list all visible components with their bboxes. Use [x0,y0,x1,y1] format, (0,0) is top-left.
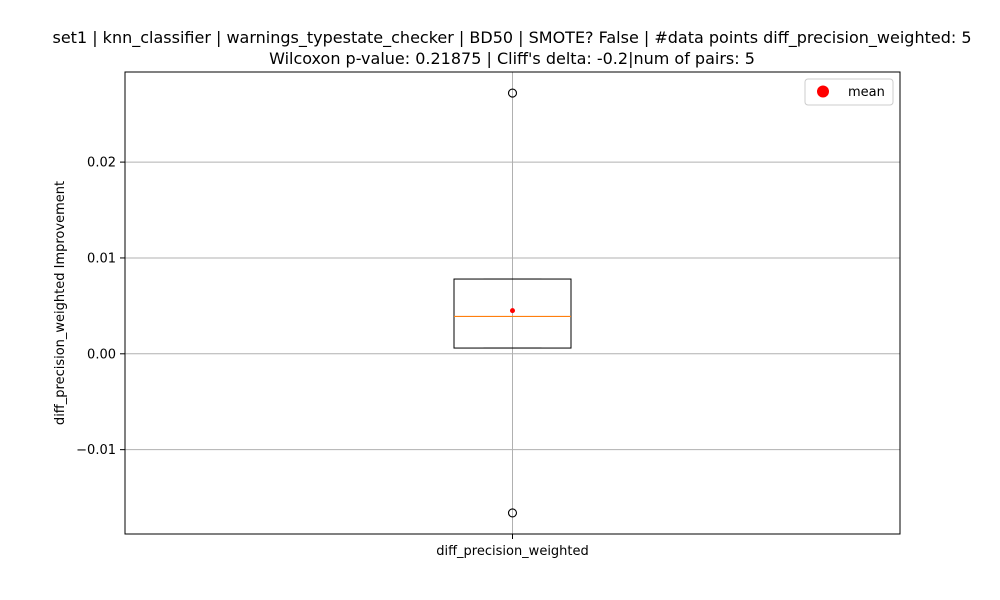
y-tick-label: −0.01 [76,443,116,458]
y-tick-label: 0.01 [87,251,116,266]
mean-marker [510,308,515,314]
y-axis-label: diff_precision_weighted Improvement [53,181,68,425]
y-tick-label: 0.02 [87,156,116,171]
legend: mean [804,78,894,106]
box-plot [453,88,572,518]
iqr-box [453,278,572,349]
y-axis-ticks: −0.01 0.00 0.01 0.02 [76,156,125,458]
legend-box [804,78,894,106]
x-tick-label: diff_precision_weighted [436,544,589,559]
chart-title-line2: Wilcoxon p-value: 0.21875 | Cliff's delt… [269,49,755,68]
legend-mean-marker [817,85,829,98]
chart-title-line1: set1 | knn_classifier | warnings_typesta… [52,28,971,48]
grid-lines [125,72,900,534]
outlier-point [507,508,518,518]
y-tick-label: 0.00 [87,347,116,362]
outlier-point [507,88,518,98]
legend-mean-label: mean [848,85,885,100]
